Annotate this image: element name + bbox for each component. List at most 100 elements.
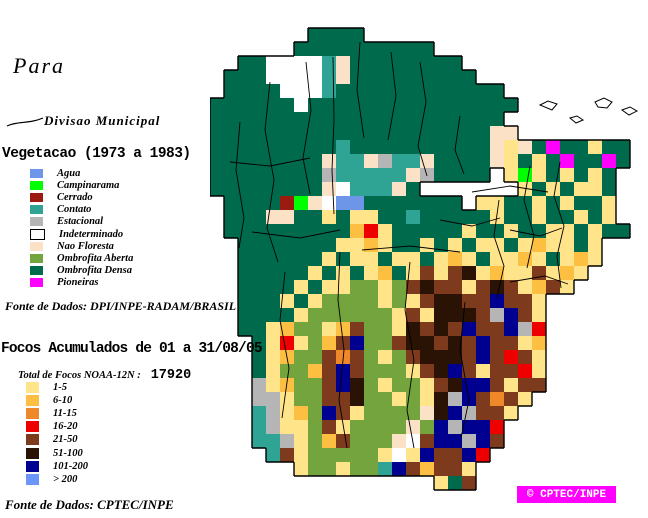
map-cell bbox=[406, 364, 420, 378]
map-cell bbox=[308, 196, 322, 210]
map-cell bbox=[280, 56, 294, 70]
map-cell bbox=[406, 336, 420, 350]
map-cell bbox=[350, 196, 364, 210]
map-cell bbox=[532, 154, 546, 168]
map-cell bbox=[406, 140, 420, 154]
map-cell bbox=[378, 448, 392, 462]
map-cell bbox=[336, 126, 350, 140]
legend-item: Pioneiras bbox=[30, 277, 133, 289]
focos-source: Fonte de Dados: CPTEC/INPE bbox=[5, 497, 174, 512]
map-cell bbox=[490, 336, 504, 350]
map-cell bbox=[434, 434, 448, 448]
map-cell bbox=[462, 266, 476, 280]
map-cell bbox=[420, 140, 434, 154]
municipal-boundary-line bbox=[417, 61, 428, 177]
map-cell bbox=[280, 238, 294, 252]
map-cell bbox=[532, 364, 546, 378]
map-cell bbox=[406, 210, 420, 224]
map-cell bbox=[336, 252, 350, 266]
map-cell bbox=[252, 154, 266, 168]
map-cell bbox=[406, 392, 420, 406]
map-cell bbox=[364, 238, 378, 252]
map-cell bbox=[476, 266, 490, 280]
map-cell bbox=[364, 462, 378, 476]
legend-item-label: Estacional bbox=[57, 216, 104, 228]
map-cell bbox=[266, 140, 280, 154]
map-cell bbox=[504, 392, 518, 406]
map-cell bbox=[224, 168, 238, 182]
map-cell bbox=[518, 168, 532, 182]
map-cell bbox=[336, 56, 350, 70]
map-cell bbox=[532, 336, 546, 350]
map-cell bbox=[462, 322, 476, 336]
map-cell bbox=[336, 224, 350, 238]
map-cell bbox=[462, 406, 476, 420]
map-cell bbox=[476, 420, 490, 434]
legend-item-label: Ombrofita Densa bbox=[57, 265, 132, 277]
map-cell bbox=[364, 126, 378, 140]
legend-color-chip bbox=[30, 168, 43, 178]
municipal-boundary-line bbox=[229, 157, 311, 167]
map-cell bbox=[224, 224, 238, 238]
map-cell bbox=[308, 406, 322, 420]
map-cell bbox=[280, 210, 294, 224]
map-cell bbox=[322, 182, 336, 196]
legend-item: Ombrofita Aberta bbox=[30, 252, 133, 264]
map-cell bbox=[588, 154, 602, 168]
map-cell bbox=[350, 350, 364, 364]
map-cell bbox=[560, 266, 574, 280]
map-cell bbox=[350, 378, 364, 392]
map-cell bbox=[336, 28, 350, 42]
map-cell bbox=[392, 322, 406, 336]
map-cell bbox=[462, 252, 476, 266]
coastal-island-outline bbox=[594, 97, 613, 109]
map-cell bbox=[364, 378, 378, 392]
map-cell bbox=[308, 70, 322, 84]
map-cell bbox=[476, 210, 490, 224]
municipal-boundary-line bbox=[509, 275, 569, 285]
map-cell bbox=[252, 280, 266, 294]
map-cell bbox=[420, 210, 434, 224]
map-cell bbox=[476, 168, 490, 182]
map-cell bbox=[518, 182, 532, 196]
map-cell bbox=[546, 140, 560, 154]
map-cell bbox=[378, 154, 392, 168]
map-cell bbox=[238, 294, 252, 308]
map-cell bbox=[322, 28, 336, 42]
map-cell bbox=[490, 350, 504, 364]
map-cell bbox=[448, 70, 462, 84]
map-cell bbox=[350, 70, 364, 84]
map-cell bbox=[266, 322, 280, 336]
map-cell bbox=[406, 112, 420, 126]
map-cell bbox=[252, 364, 266, 378]
map-cell bbox=[392, 98, 406, 112]
map-cell bbox=[448, 364, 462, 378]
map-cell bbox=[350, 434, 364, 448]
map-cell bbox=[434, 238, 448, 252]
map-cell bbox=[350, 238, 364, 252]
map-cell bbox=[434, 266, 448, 280]
map-cell bbox=[308, 280, 322, 294]
map-cell bbox=[462, 98, 476, 112]
map-cell bbox=[294, 336, 308, 350]
map-cell bbox=[392, 140, 406, 154]
map-cell bbox=[364, 280, 378, 294]
map-cell bbox=[476, 406, 490, 420]
map-cell bbox=[420, 308, 434, 322]
map-cell bbox=[210, 182, 224, 196]
map-cell bbox=[392, 308, 406, 322]
map-cell bbox=[308, 126, 322, 140]
map-cell bbox=[238, 154, 252, 168]
map-cell bbox=[546, 196, 560, 210]
map-cell bbox=[378, 434, 392, 448]
legend-color-chip bbox=[30, 253, 43, 263]
map-cell bbox=[280, 70, 294, 84]
map-cell bbox=[448, 322, 462, 336]
map-cell bbox=[266, 56, 280, 70]
map-cell bbox=[336, 294, 350, 308]
map-cell bbox=[518, 322, 532, 336]
map-cell bbox=[462, 238, 476, 252]
map-cell bbox=[266, 364, 280, 378]
map-cell bbox=[280, 154, 294, 168]
map-cell bbox=[378, 406, 392, 420]
